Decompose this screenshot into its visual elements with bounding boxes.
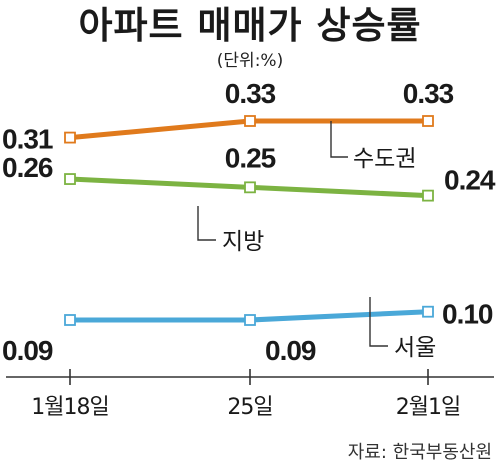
data-point xyxy=(422,305,434,318)
data-label: 0.10 xyxy=(442,299,493,330)
chart-title: 아파트 매매가 상승률 xyxy=(78,4,421,47)
data-label: 0.26 xyxy=(2,152,53,183)
data-point xyxy=(422,189,434,202)
data-point xyxy=(244,314,256,326)
data-label: 0.31 xyxy=(2,124,53,155)
series-1: 0.31 0.33 0.33 수도권 xyxy=(2,78,455,172)
series-2: 0.26 0.25 0.24 지방 xyxy=(2,142,497,255)
data-label: 0.33 xyxy=(403,78,454,109)
data-point xyxy=(64,314,76,326)
data-label: 0.33 xyxy=(225,78,276,109)
series-name-leader xyxy=(330,121,348,158)
x-tick-label: 1월18일 xyxy=(31,395,108,420)
data-point xyxy=(64,131,76,144)
series-name-label: 서울 xyxy=(394,335,436,361)
data-label: 0.09 xyxy=(2,335,53,366)
series-name-label: 지방 xyxy=(222,229,264,255)
data-point xyxy=(422,115,434,127)
source-label: 자료: 한국부동산원 xyxy=(348,442,492,463)
series-name-leader xyxy=(197,206,216,241)
data-point xyxy=(244,181,256,194)
x-tick-label: 25일 xyxy=(227,395,272,420)
data-label: 0.24 xyxy=(444,165,496,196)
unit-label: (단위:%) xyxy=(217,51,283,71)
plot-area: 1월18일 25일 2월1일 0.31 0.33 0.33 수도권 0.26 0.25 0.24 지… xyxy=(2,78,497,420)
data-label: 0.25 xyxy=(225,142,276,173)
series-name-label: 수도권 xyxy=(353,146,416,172)
data-point xyxy=(64,173,76,185)
data-label: 0.09 xyxy=(265,335,316,366)
x-tick-label: 2월1일 xyxy=(396,395,460,420)
series-name-leader xyxy=(369,297,388,347)
data-point xyxy=(244,115,256,127)
